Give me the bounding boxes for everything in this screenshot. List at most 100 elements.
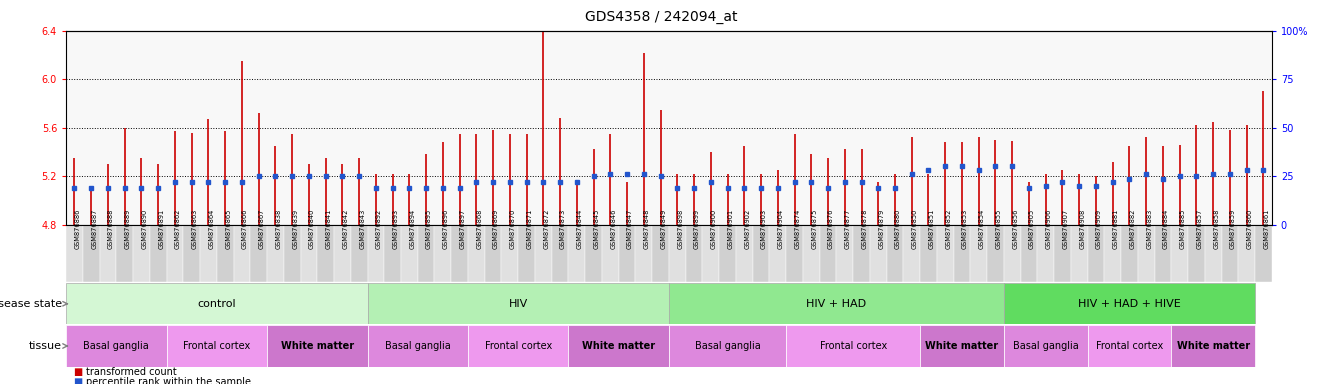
Text: GSM876905: GSM876905 — [1029, 209, 1035, 249]
Bar — [1021, 225, 1038, 282]
Bar — [853, 225, 870, 282]
Bar — [167, 325, 267, 367]
Text: disease state: disease state — [0, 299, 62, 309]
Bar — [435, 225, 451, 282]
Bar — [887, 225, 903, 282]
Text: GSM876849: GSM876849 — [661, 209, 666, 249]
Text: GSM876871: GSM876871 — [526, 209, 533, 249]
Text: GSM876900: GSM876900 — [711, 209, 717, 249]
Bar — [401, 225, 418, 282]
Text: GSM876858: GSM876858 — [1214, 209, 1219, 250]
Bar — [787, 325, 920, 367]
Text: ■: ■ — [73, 377, 82, 384]
Bar — [300, 225, 317, 282]
Text: GSM876889: GSM876889 — [124, 209, 131, 249]
Text: tissue: tissue — [29, 341, 62, 351]
Text: GSM876885: GSM876885 — [1179, 209, 1186, 250]
Bar — [368, 325, 468, 367]
Bar — [988, 225, 1003, 282]
Text: Basal ganglia: Basal ganglia — [83, 341, 149, 351]
Bar — [501, 225, 518, 282]
Text: GSM876890: GSM876890 — [141, 209, 148, 249]
Bar — [1088, 325, 1171, 367]
Bar — [1255, 225, 1272, 282]
Text: GSM876892: GSM876892 — [375, 209, 382, 249]
Bar — [468, 225, 485, 282]
Bar — [1003, 283, 1255, 324]
Text: GSM876846: GSM876846 — [611, 209, 616, 250]
Text: GSM876903: GSM876903 — [761, 209, 767, 249]
Bar — [920, 225, 937, 282]
Bar — [368, 283, 669, 324]
Bar — [1038, 225, 1054, 282]
Bar — [134, 225, 149, 282]
Text: White matter: White matter — [1177, 341, 1249, 351]
Text: GSM876901: GSM876901 — [727, 209, 734, 249]
Bar — [1154, 225, 1171, 282]
Text: GSM876843: GSM876843 — [360, 209, 365, 249]
Bar — [551, 225, 568, 282]
Bar — [116, 225, 134, 282]
Text: GSM876877: GSM876877 — [845, 209, 851, 250]
Bar — [602, 225, 619, 282]
Bar — [350, 225, 368, 282]
Bar — [99, 225, 116, 282]
Bar — [200, 225, 217, 282]
Text: GSM876906: GSM876906 — [1046, 209, 1052, 249]
Bar — [284, 225, 300, 282]
Bar — [787, 225, 802, 282]
Bar — [368, 225, 385, 282]
Bar — [468, 325, 568, 367]
Text: GSM876909: GSM876909 — [1096, 209, 1103, 249]
Text: GSM876845: GSM876845 — [594, 209, 600, 250]
Text: GSM876857: GSM876857 — [1196, 209, 1203, 250]
Text: GSM876862: GSM876862 — [175, 209, 181, 250]
Text: GSM876894: GSM876894 — [410, 209, 415, 249]
Text: GSM876876: GSM876876 — [828, 209, 834, 250]
Text: GSM876869: GSM876869 — [493, 209, 500, 249]
Bar — [1171, 225, 1188, 282]
Bar — [619, 225, 636, 282]
Text: GSM876853: GSM876853 — [962, 209, 968, 249]
Text: HIV + HAD + HIVE: HIV + HAD + HIVE — [1077, 299, 1181, 309]
Bar — [1088, 225, 1104, 282]
Bar — [1054, 225, 1071, 282]
Text: GSM876897: GSM876897 — [460, 209, 465, 249]
Text: HIV + HAD: HIV + HAD — [806, 299, 866, 309]
Bar — [669, 225, 686, 282]
Text: GSM876888: GSM876888 — [108, 209, 114, 250]
Bar — [1188, 225, 1204, 282]
Text: ■: ■ — [73, 367, 82, 377]
Text: GSM876879: GSM876879 — [878, 209, 884, 249]
Bar — [802, 225, 820, 282]
Bar — [317, 225, 334, 282]
Bar — [970, 225, 988, 282]
Text: GSM876854: GSM876854 — [978, 209, 985, 250]
Text: GSM876851: GSM876851 — [928, 209, 935, 249]
Text: GSM876883: GSM876883 — [1146, 209, 1153, 249]
Bar — [1138, 225, 1154, 282]
Bar — [149, 225, 167, 282]
Bar — [167, 225, 184, 282]
Bar — [535, 225, 551, 282]
Text: Frontal cortex: Frontal cortex — [184, 341, 250, 351]
Text: GSM876844: GSM876844 — [576, 209, 583, 250]
Bar — [903, 225, 920, 282]
Text: GSM876893: GSM876893 — [393, 209, 399, 249]
Bar — [652, 225, 669, 282]
Bar — [586, 225, 602, 282]
Text: Basal ganglia: Basal ganglia — [1013, 341, 1079, 351]
Text: GSM876856: GSM876856 — [1013, 209, 1018, 250]
Bar — [267, 325, 368, 367]
Text: GSM876891: GSM876891 — [159, 209, 164, 249]
Text: Basal ganglia: Basal ganglia — [385, 341, 451, 351]
Text: GSM876861: GSM876861 — [1264, 209, 1269, 249]
Bar — [837, 225, 853, 282]
Bar — [334, 225, 350, 282]
Bar — [686, 225, 702, 282]
Text: GSM876908: GSM876908 — [1079, 209, 1085, 249]
Bar — [66, 283, 368, 324]
Text: White matter: White matter — [280, 341, 354, 351]
Text: GSM876887: GSM876887 — [91, 209, 98, 250]
Bar — [385, 225, 401, 282]
